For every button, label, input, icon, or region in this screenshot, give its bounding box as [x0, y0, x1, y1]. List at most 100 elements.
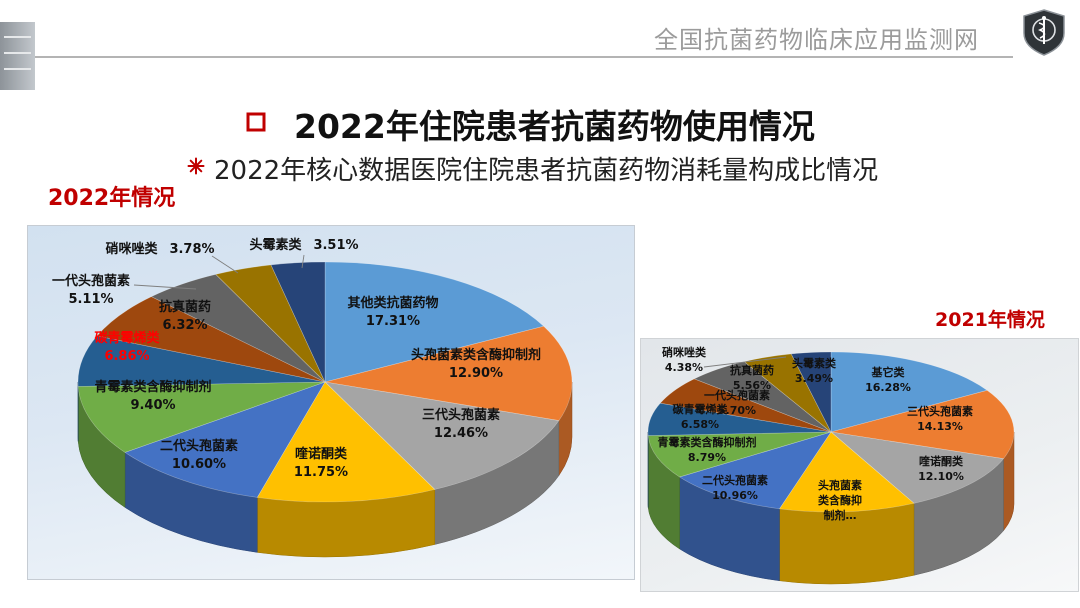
pie-data-label: 二代头孢菌素 10.60%: [160, 438, 238, 474]
pie-label-category: 青霉素类含酶抑制剂: [94, 380, 212, 396]
chart-title-2021: 2021年情况: [935, 309, 1045, 331]
header-divider: [35, 56, 1013, 58]
pie-label-value: 10.60%: [171, 457, 227, 472]
pie-label-value: 17.31%: [365, 314, 421, 329]
pie-label-value: 16.28%: [865, 381, 911, 394]
pie-slice-top: [647, 402, 832, 436]
leader-line: [133, 284, 197, 290]
pie-slice-top: [324, 261, 545, 383]
pie-data-label: 青霉素类含酶抑制剂 9.40%: [94, 379, 211, 415]
pie-data-label: 硝咪唑类 4.38%: [662, 345, 706, 375]
pie-label-category: 其他类抗菌药物: [347, 296, 439, 312]
pie-label-value: 8.79%: [687, 451, 727, 464]
asterisk-icon: [187, 157, 205, 175]
pie-slice-top: [215, 264, 326, 383]
pie-slice-top: [256, 381, 436, 503]
leader-line: [703, 356, 787, 368]
pie-label-category: 头孢菌素类含酶抑制剂: [410, 348, 542, 364]
pie-label-value: 14.13%: [917, 420, 963, 433]
pie-slice-top: [778, 431, 915, 513]
pie-data-label: 二代头孢菌素 10.96%: [702, 473, 768, 503]
pie-slice-top: [124, 381, 326, 498]
pie-data-label: 头霉素类 3.49%: [792, 356, 836, 386]
pie-slice-top: [647, 431, 832, 478]
pie-label-value: 10.96%: [712, 489, 758, 502]
network-logo: [1023, 9, 1065, 56]
pie-slice-top: [270, 261, 326, 383]
pie-slice-top: [324, 325, 573, 421]
pie-data-label: 一代头孢菌素 5.70%: [704, 388, 770, 418]
pie-label-value: 12.90%: [448, 366, 504, 381]
pie-slice-top: [830, 351, 988, 433]
pie-side-walls: [77, 381, 573, 558]
pie-label-value: 6.58%: [680, 418, 720, 431]
pie-top-faces: [77, 261, 573, 503]
pie-label-value: 6.86%: [104, 349, 150, 364]
leader-line: [211, 255, 239, 274]
pie-label-value: 3.49%: [794, 372, 834, 385]
pie-label-value: 5.70%: [717, 404, 757, 417]
pie-data-label: 喹诺酮类 12.10%: [918, 454, 964, 484]
pie-data-label: 青霉素类含酶抑制剂 8.79%: [658, 435, 757, 465]
pie-label-category: 二代头孢菌素: [702, 473, 768, 487]
pie-label-category: 硝咪唑类: [662, 345, 706, 359]
pie-slice-top: [693, 361, 832, 433]
pie-label-category: 头霉素类: [249, 238, 302, 254]
pie-data-label: 硝咪唑类 3.78%: [105, 241, 214, 259]
pie-slice-top: [77, 335, 326, 387]
pie-data-label: 喹诺酮类 11.75%: [294, 446, 348, 482]
pie-label-category: 碳青霉烯类: [672, 402, 728, 416]
pie-label-category: 头孢菌素类含酶抑制剂…: [818, 479, 862, 523]
header-decor-bar: [0, 22, 35, 90]
pie-label-value: 9.40%: [130, 398, 176, 413]
pie-label-value: 12.10%: [918, 470, 964, 483]
pie-label-category: 一代头孢菌素: [704, 388, 770, 402]
pie-slice-top: [743, 353, 832, 433]
pie-slice-top: [150, 274, 326, 383]
pie-slice-top: [830, 431, 1005, 504]
pie-slice-top: [678, 431, 832, 510]
pie-data-label: 头孢菌素类含酶抑制剂…: [818, 478, 862, 524]
pie-side-walls: [647, 431, 1015, 585]
pie-data-label: 三代头孢菌素 14.13%: [907, 404, 973, 434]
pie-data-label: 其他类抗菌药物 17.31%: [347, 295, 438, 331]
pie-chart-2022: [77, 254, 573, 558]
pie-label-category: 碳青霉烯类: [94, 331, 160, 347]
pie-label-category: 抗真菌药: [730, 363, 774, 377]
pie-chart-2021: [647, 351, 1015, 585]
pie-data-label: 头霉素类 3.51%: [249, 237, 358, 255]
pie-label-value: 6.32%: [162, 318, 208, 333]
pie-data-label: 碳青霉烯类 6.86%: [94, 330, 159, 366]
pie-slice-top: [830, 390, 1015, 459]
pie-slice-top: [659, 378, 832, 433]
pie-label-category: 一代头孢菌素: [51, 274, 131, 290]
network-name: 全国抗菌药物临床应用监测网: [654, 26, 979, 54]
pie-data-label: 抗真菌药 6.32%: [159, 299, 211, 335]
pie-label-value: 5.56%: [732, 379, 772, 392]
pie-label-category: 硝咪唑类: [105, 242, 158, 258]
pie-label-value: 4.38%: [664, 361, 704, 374]
pie-label-category: 基它类: [871, 365, 905, 379]
pie-slice-top: [324, 381, 560, 490]
pie-data-label: 抗真菌药 5.56%: [730, 363, 774, 393]
pie-label-value: 3.51%: [313, 238, 359, 254]
pie-label-category: 喹诺酮类: [918, 454, 963, 468]
slide-title: 2022年住院患者抗菌药物使用情况: [294, 107, 815, 146]
pie-slice-top: [790, 351, 832, 433]
pie-label-category: 头霉素类: [792, 356, 836, 370]
pie-label-category: 三代头孢菌素: [421, 408, 501, 424]
pie-data-label: 碳青霉烯类 6.58%: [673, 402, 728, 432]
pie-label-category: 青霉素类含酶抑制剂: [657, 435, 757, 449]
pie-slice-top: [77, 381, 326, 453]
pie-data-label: 一代头孢菌素 5.11%: [52, 273, 130, 309]
pie-label-value: 3.78%: [169, 242, 215, 258]
pie-label-value: 11.75%: [293, 465, 349, 480]
pie-top-faces: [647, 351, 1015, 513]
leader-line: [301, 254, 305, 269]
pie-label-value: 12.46%: [433, 426, 489, 441]
slide-subtitle: 2022年核心数据医院住院患者抗菌药物消耗量构成比情况: [214, 156, 879, 186]
pie-data-label: 头孢菌素类含酶抑制剂 12.90%: [411, 347, 541, 383]
pie-label-category: 二代头孢菌素: [159, 439, 239, 455]
